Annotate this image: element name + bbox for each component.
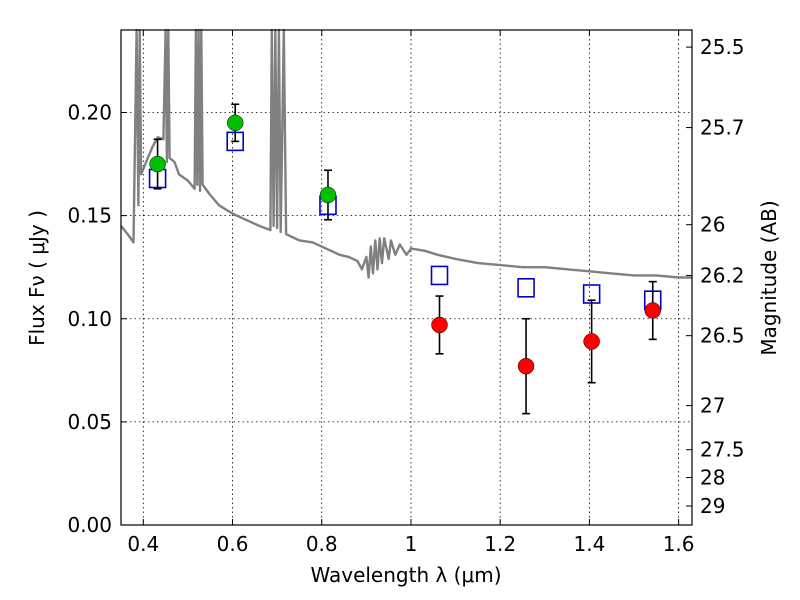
x-tick-label: 1 bbox=[405, 532, 418, 556]
y-tick-label: 0.00 bbox=[67, 513, 112, 537]
data-point bbox=[583, 333, 600, 350]
x-axis-label: Wavelength λ (μm) bbox=[310, 563, 501, 587]
y-tick-label: 0.05 bbox=[67, 410, 112, 434]
x-tick-label: 0.4 bbox=[127, 532, 159, 556]
mag-tick-label: 29 bbox=[700, 494, 725, 518]
ticks-layer: 0.4 0.6 0.8 1 1.2 1.4 1.6 0.00 0.05 0.10 0.15 0.20 2… bbox=[67, 30, 745, 556]
template-spectrum-line bbox=[120, 28, 692, 279]
model-square bbox=[582, 284, 601, 304]
data-point bbox=[517, 357, 535, 375]
points-layer bbox=[148, 103, 662, 415]
grid-layer bbox=[121, 30, 692, 526]
plot-frame bbox=[120, 29, 693, 526]
data-point bbox=[226, 114, 244, 132]
model-square bbox=[517, 278, 535, 298]
y-tick-label: 0.15 bbox=[67, 204, 112, 228]
x-tick-label: 1.6 bbox=[663, 532, 695, 556]
model-square bbox=[430, 265, 449, 286]
x-tick-label: 1.4 bbox=[573, 532, 605, 556]
data-point bbox=[319, 186, 337, 204]
data-point bbox=[644, 302, 661, 319]
mag-tick-label: 28 bbox=[700, 466, 725, 490]
spectrum-layer bbox=[120, 28, 692, 279]
y-tick-label: 0.10 bbox=[67, 307, 112, 331]
mag-tick-label: 27 bbox=[700, 394, 725, 418]
data-point bbox=[431, 316, 448, 334]
mag-tick-label: 27.5 bbox=[700, 438, 745, 462]
x-tick-label: 1.2 bbox=[484, 532, 516, 556]
data-point bbox=[149, 155, 166, 173]
mag-tick-label: 25.7 bbox=[700, 116, 745, 140]
mag-tick-label: 25.5 bbox=[700, 35, 745, 59]
y-tick-label: 0.20 bbox=[67, 101, 112, 125]
mag-tick-label: 26 bbox=[700, 213, 725, 237]
x-tick-label: 0.8 bbox=[306, 532, 338, 556]
y-axis-label: Flux Fν ( μJy ) bbox=[25, 210, 49, 346]
mag-tick-label: 26.2 bbox=[700, 263, 745, 287]
x-tick-label: 0.6 bbox=[217, 532, 249, 556]
y-axis-right-label: Magnitude (AB) bbox=[757, 200, 781, 355]
mag-tick-label: 26.5 bbox=[700, 324, 745, 348]
model-square bbox=[226, 131, 244, 152]
